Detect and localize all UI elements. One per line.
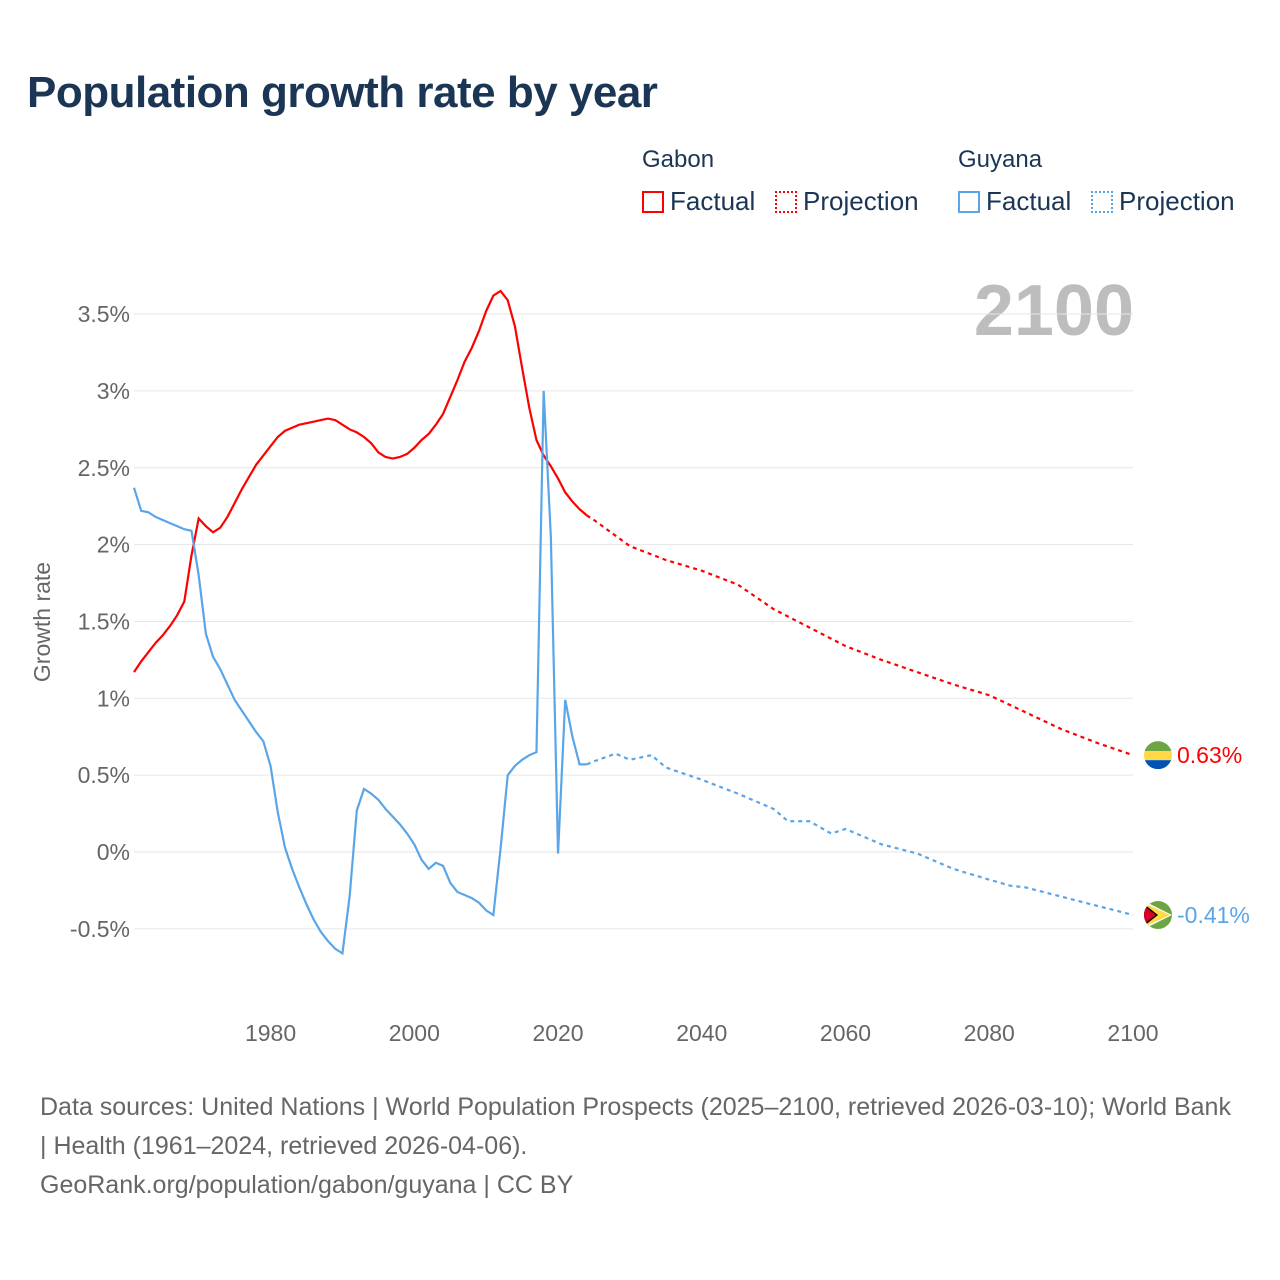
- guyana-end-label: -0.41%: [1177, 902, 1250, 928]
- legend-label: Projection: [803, 186, 919, 216]
- y-tick-label: 3.5%: [78, 301, 130, 327]
- legend-guyana-factual[interactable]: Factual: [958, 186, 1071, 217]
- gabon-flag-icon: [1144, 741, 1172, 770]
- y-tick-label: 2.5%: [78, 455, 130, 481]
- legend-gabon-projection[interactable]: Projection: [775, 186, 919, 217]
- x-tick-label: 2000: [389, 1020, 440, 1046]
- legend-swatch-dotted-red: [775, 190, 797, 213]
- x-tick-label: 1980: [245, 1020, 296, 1046]
- credit[interactable]: GeoRank.org/population/gabon/guyana | CC…: [40, 1171, 574, 1199]
- y-tick-label: 0%: [97, 839, 130, 865]
- y-tick-label: -0.5%: [70, 916, 130, 942]
- y-tick-label: 0.5%: [78, 762, 130, 788]
- data-sources: Data sources: United Nations | World Pop…: [40, 1093, 1231, 1160]
- legend-gabon-factual[interactable]: Factual: [642, 186, 755, 217]
- x-tick-label: 2060: [820, 1020, 871, 1046]
- legend-swatch-dotted-blue: [1091, 190, 1113, 213]
- y-tick-label: 3%: [97, 378, 130, 404]
- legend-label: Factual: [670, 186, 756, 216]
- year-display: 2100: [973, 271, 1134, 351]
- guyana-projection-line: [586, 752, 1134, 917]
- guyana-flag-icon: [1144, 901, 1172, 930]
- y-tick-label: 1.5%: [78, 608, 130, 634]
- footer: Data sources: United Nations | World Pop…: [40, 1088, 1240, 1205]
- legend-guyana-heading: Guyana: [958, 146, 1043, 173]
- legend-gabon-heading: Gabon: [642, 146, 715, 173]
- gabon-projection-line: [586, 514, 1134, 757]
- chart-title: Population growth rate by year: [27, 68, 658, 117]
- x-tick-label: 2020: [532, 1020, 583, 1046]
- x-tick-label: 2040: [676, 1020, 727, 1046]
- x-tick-label: 2080: [964, 1020, 1015, 1046]
- gabon-end-label: 0.63%: [1177, 742, 1242, 768]
- guyana-factual-line: [132, 390, 587, 956]
- gabon-factual-line: [133, 289, 588, 673]
- legend-swatch-solid-blue: [958, 190, 980, 213]
- plot-area: -0.5% 0% 0.5% 1% 1.5% 2% 2.5% 3% 3.5% 1980 2000 202…: [29, 289, 1250, 1046]
- y-tick-label: 1%: [97, 685, 130, 711]
- y-axis-label: Growth rate: [29, 562, 55, 682]
- y-tick-label: 2%: [97, 532, 130, 558]
- legend-guyana-projection[interactable]: Projection: [1091, 186, 1235, 217]
- legend-swatch-solid-red: [642, 190, 664, 213]
- legend-label: Projection: [1119, 186, 1235, 216]
- legend-label: Factual: [986, 186, 1072, 216]
- x-tick-label: 2100: [1107, 1020, 1158, 1046]
